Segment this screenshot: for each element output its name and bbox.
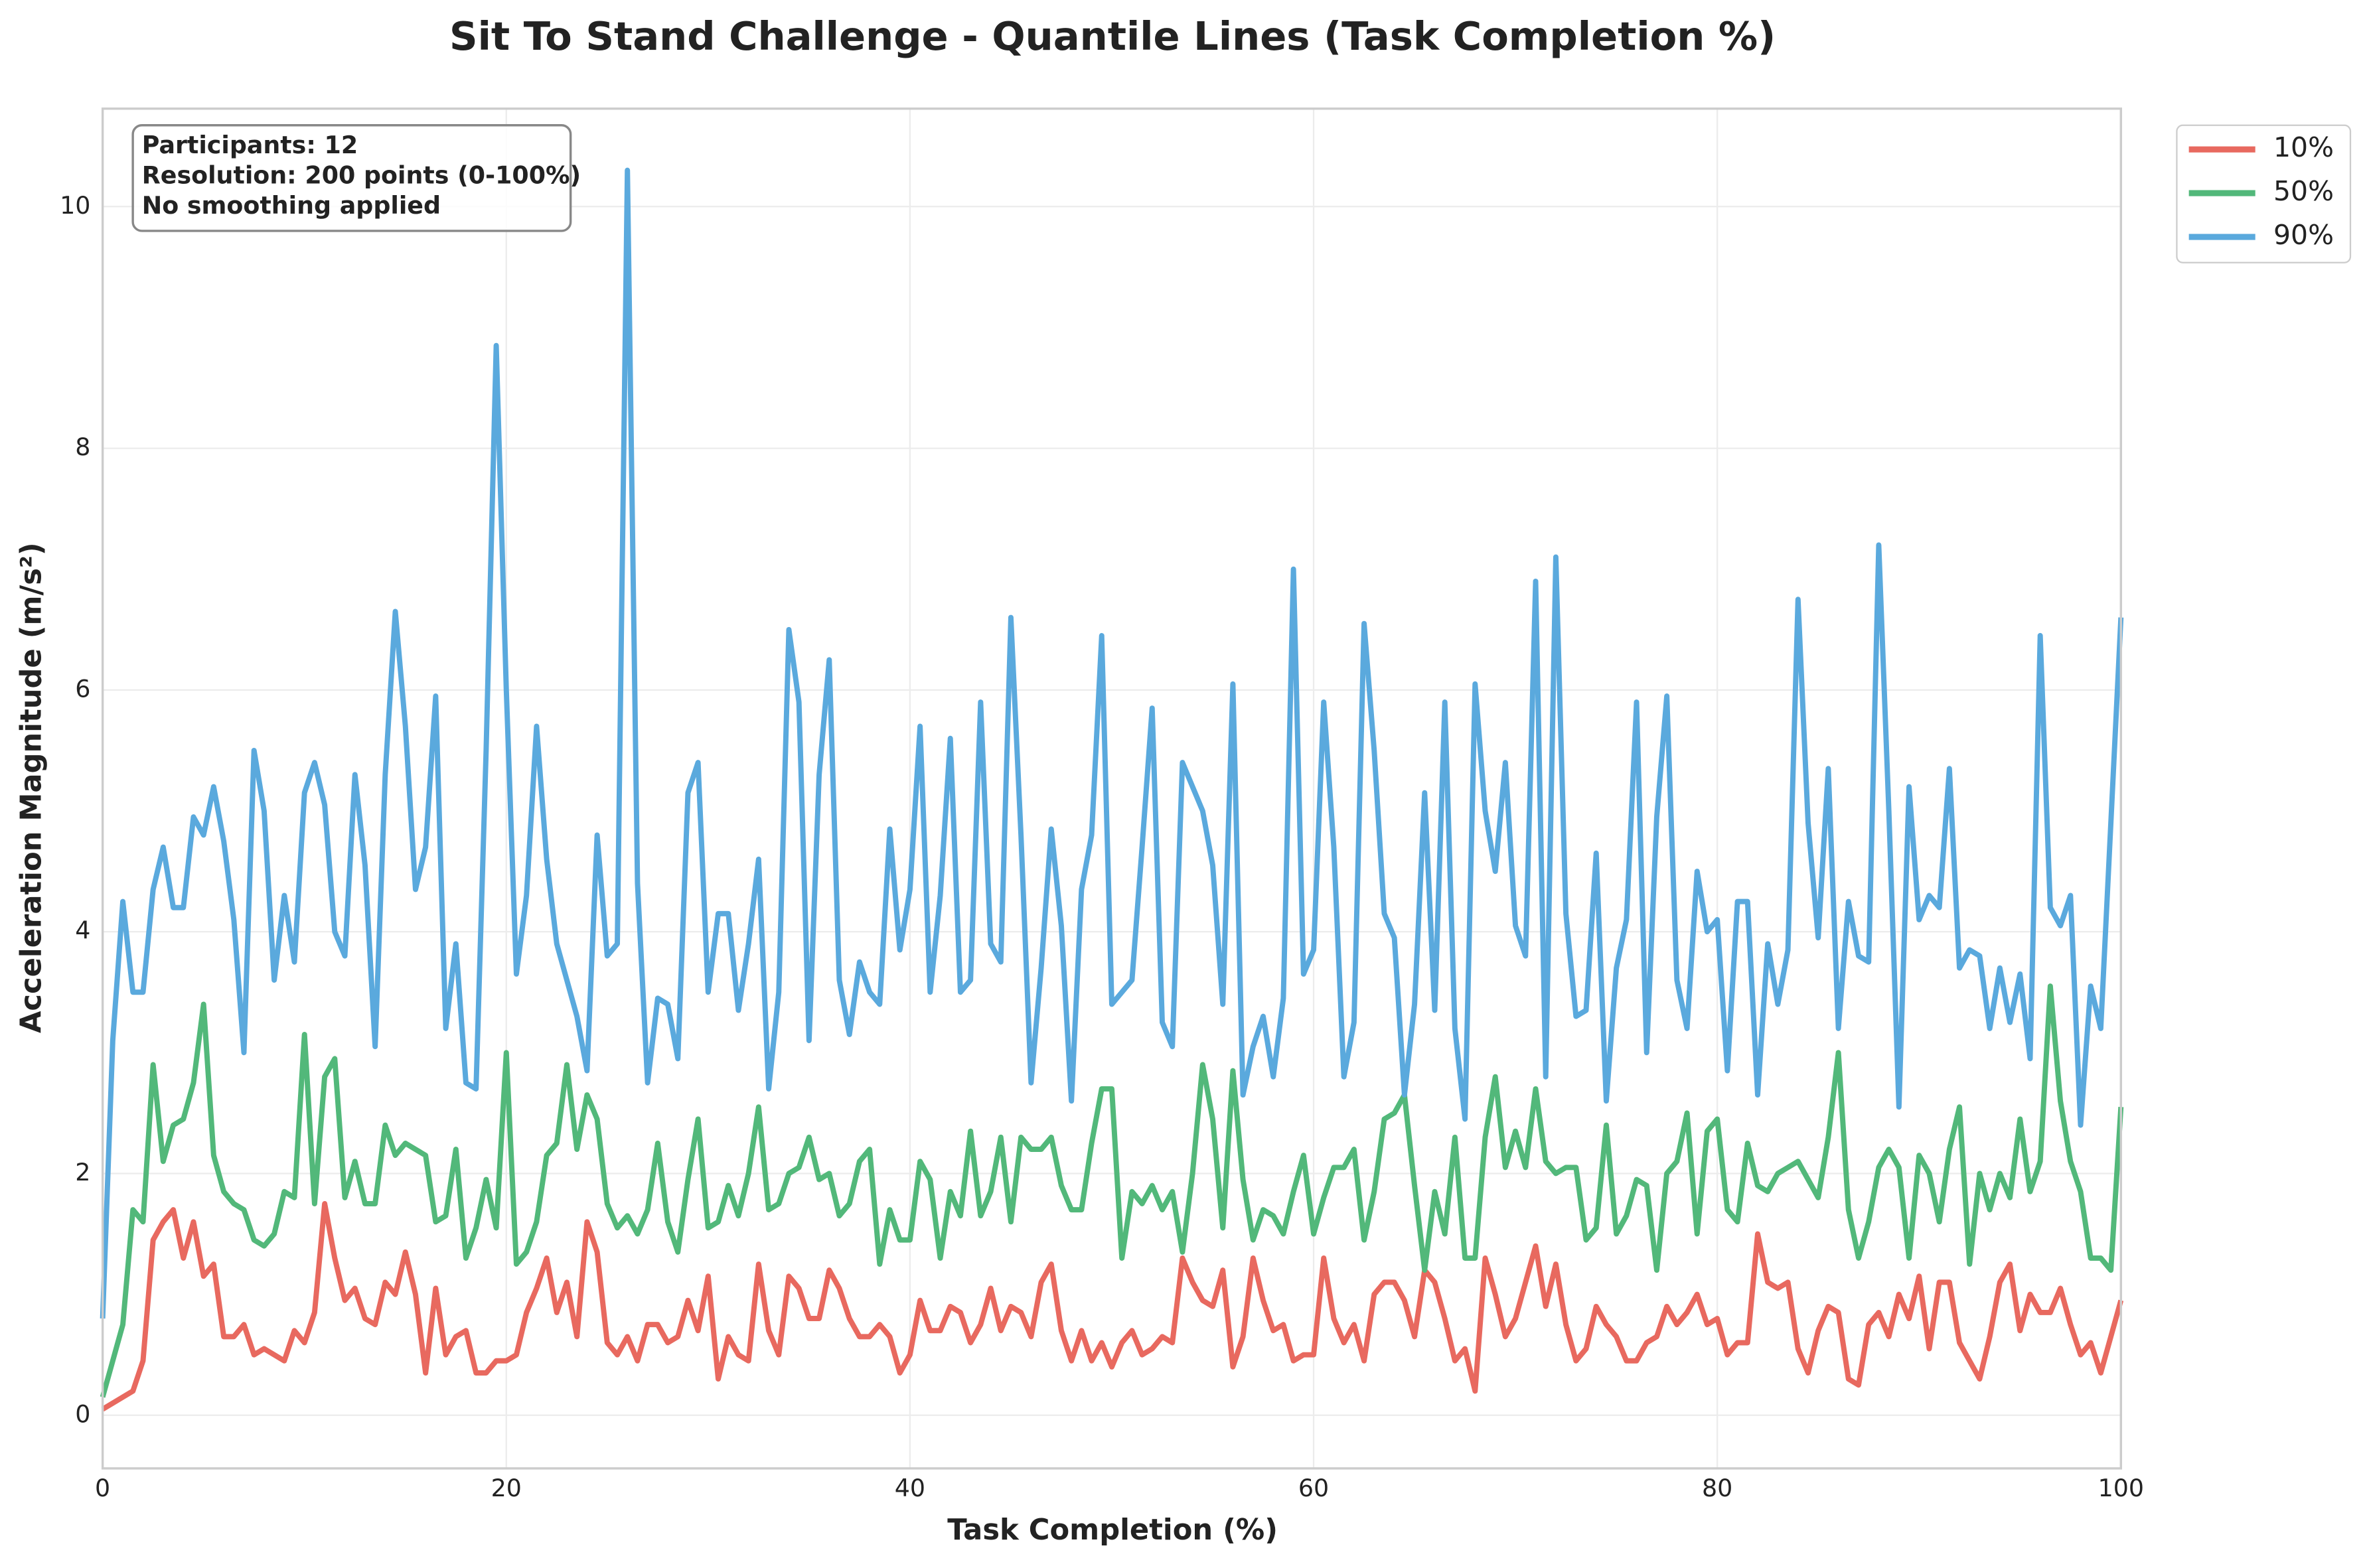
legend: 10% 50% 90% [2176, 124, 2352, 263]
x-tick-label: 60 [1298, 1474, 1329, 1502]
lines [100, 167, 2124, 1412]
y-tick-label: 4 [75, 916, 90, 945]
x-axis-label: Task Completion (%) [947, 1514, 1278, 1547]
legend-label: 10% [2273, 131, 2334, 163]
annotation-frame [131, 124, 572, 232]
series-line [100, 983, 2124, 1398]
x-tick-label: 40 [895, 1474, 925, 1502]
legend-label: 90% [2273, 219, 2334, 251]
annotation-text: Participants: 12 [142, 131, 358, 159]
y-tick-label: 2 [75, 1158, 90, 1186]
legend-label: 50% [2273, 175, 2334, 207]
annotation-text: Resolution: 200 points (0-100%) [142, 161, 581, 190]
x-tick-label: 100 [2098, 1474, 2144, 1502]
y-tick-label: 10 [60, 191, 90, 220]
chart-title: Sit To Stand Challenge - Quantile Lines … [449, 13, 1776, 59]
x-tick-label: 20 [491, 1474, 522, 1502]
plot-frame [101, 107, 2123, 1470]
y-tick-label: 8 [75, 433, 90, 461]
x-tick-label: 80 [1702, 1474, 1732, 1502]
series-line [101, 1201, 2124, 1412]
series-line [100, 167, 2124, 1319]
y-tick-label: 6 [75, 674, 90, 703]
y-axis-label: Acceleration Magnitude (m/s²) [15, 542, 48, 1033]
annotation-text: No smoothing applied [142, 191, 441, 220]
y-tick-label: 0 [75, 1399, 90, 1428]
legend-frame [2176, 124, 2352, 263]
x-tick-label: 0 [95, 1474, 110, 1502]
